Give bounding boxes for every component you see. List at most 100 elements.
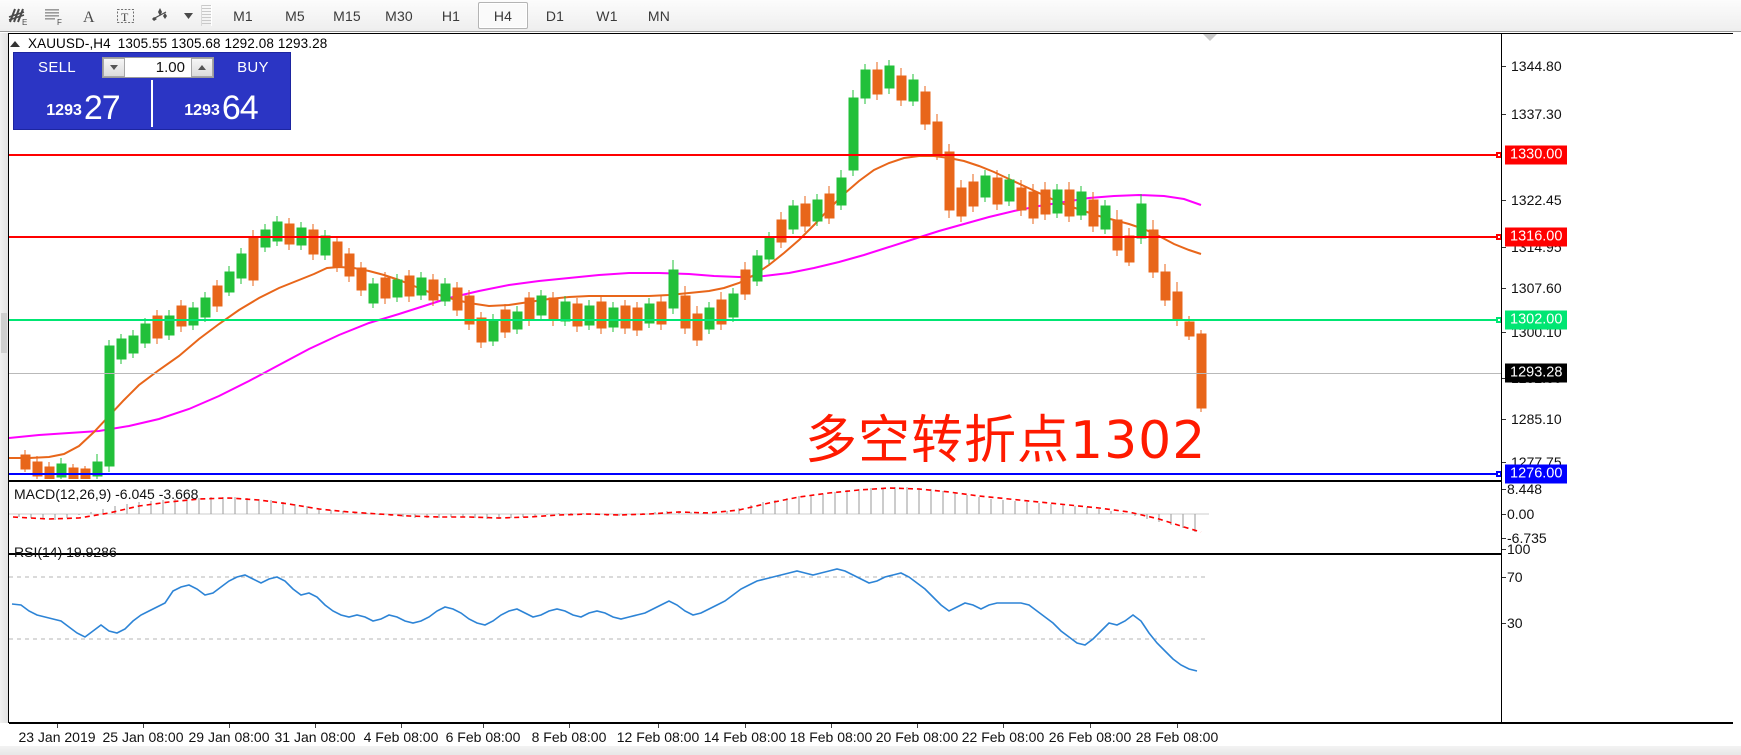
time-gridline (831, 724, 832, 728)
timeframe-m5[interactable]: M5 (285, 7, 305, 24)
time-gridline (229, 724, 230, 728)
chevron-down-icon[interactable] (180, 2, 196, 29)
price-tick: 1337.30 (1502, 106, 1562, 122)
pane-separator-macd-inner (9, 481, 1733, 483)
rsi-tick-100: 100 (1502, 541, 1530, 557)
price-level-badge-1302[interactable]: 1302.00 (1505, 310, 1568, 330)
time-label: 26 Feb 08:00 (1048, 729, 1132, 745)
time-gridline (57, 724, 58, 728)
time-label: 12 Feb 08:00 (616, 729, 700, 745)
time-label: 25 Jan 08:00 (102, 729, 184, 745)
svg-text:E: E (22, 18, 27, 26)
collapse-triangle-icon[interactable] (10, 40, 20, 47)
price-level-badge-1276[interactable]: 1276.00 (1505, 464, 1568, 484)
chart-shift-arrow-icon[interactable] (1203, 34, 1217, 41)
macd-tick-zero: 0.00 (1502, 506, 1534, 522)
chart-annotation-text[interactable]: 多空转折点1302 (805, 411, 1207, 471)
timeframe-d1[interactable]: D1 (545, 7, 565, 24)
pane-separator-rsi-inner (9, 554, 1733, 556)
price-tick: 1285.10 (1502, 411, 1562, 427)
buy-price[interactable]: 1293 64 (151, 80, 289, 127)
time-label: 28 Feb 08:00 (1135, 729, 1219, 745)
volume-decrement-button[interactable] (103, 57, 125, 77)
time-label: 22 Feb 08:00 (961, 729, 1045, 745)
text-box-icon[interactable]: T (109, 2, 143, 29)
time-label: 14 Feb 08:00 (703, 729, 787, 745)
pivot-line-1302[interactable] (9, 317, 1502, 323)
objects-icon[interactable] (145, 2, 179, 29)
rsi-pane[interactable] (9, 559, 1499, 714)
last-price-badge: 1293.28 (1505, 363, 1568, 383)
chart-toolbar: E F A T (0, 0, 1741, 32)
sell-price[interactable]: 1293 27 (15, 80, 151, 127)
timeframe-m15[interactable]: M15 (333, 7, 361, 24)
pane-separator-macd (9, 480, 1733, 482)
volume-increment-button[interactable] (191, 57, 213, 77)
svg-text:T: T (121, 10, 129, 24)
sell-button[interactable]: SELL (38, 58, 76, 76)
time-gridline (143, 724, 144, 728)
time-label: 23 Jan 2019 (18, 729, 96, 745)
time-label: 31 Jan 08:00 (274, 729, 356, 745)
price-tick: 1344.80 (1502, 58, 1562, 74)
time-gridline (569, 724, 570, 728)
text-label-icon[interactable]: A (73, 2, 107, 29)
macd-pane[interactable] (9, 484, 1499, 549)
trade-panel-price-row: 1293 27 1293 64 (15, 80, 289, 127)
price-tick: 1322.45 (1502, 192, 1562, 208)
macd-layer (9, 487, 1209, 533)
scrollbar-thumb[interactable] (1, 313, 7, 353)
timeframe-w1[interactable]: W1 (596, 7, 618, 24)
time-label: 29 Jan 08:00 (188, 729, 270, 745)
time-label: 20 Feb 08:00 (875, 729, 959, 745)
symbol-name: XAUUSD-,H4 (28, 36, 111, 51)
rsi-tick-30: 30 (1502, 615, 1523, 631)
one-click-trading-panel[interactable]: SELL 1.00 BUY 1293 27 1293 64 (14, 53, 290, 129)
timeframe-mn[interactable]: MN (647, 7, 671, 24)
resistance-line-1330[interactable] (9, 152, 1502, 158)
macd-tick-high: 8.448 (1502, 481, 1542, 497)
timeframe-h4[interactable]: H4 (478, 2, 528, 29)
sell-price-integer: 1293 (46, 102, 82, 119)
time-gridline (1177, 724, 1178, 728)
ohlc-values: 1305.55 1305.68 1292.08 1293.28 (117, 36, 328, 51)
resistance-line-1316[interactable] (9, 234, 1502, 240)
price-level-badge-1330[interactable]: 1330.00 (1505, 145, 1568, 165)
toolbar-separator (201, 5, 212, 26)
volume-input[interactable]: 1.00 (155, 58, 185, 76)
volume-input-group[interactable]: 1.00 (102, 56, 214, 78)
timeframe-m30[interactable]: M30 (385, 7, 413, 24)
timeframe-m1[interactable]: M1 (233, 7, 253, 24)
macd-indicator-label: MACD(12,26,9) -6.045 -3.668 (14, 486, 199, 502)
indicators-icon[interactable]: E (1, 2, 35, 29)
macd-tick-low: -6.735 (1502, 530, 1547, 546)
rsi-layer (9, 568, 1209, 672)
time-label: 18 Feb 08:00 (789, 729, 873, 745)
buy-button[interactable]: BUY (237, 58, 269, 76)
symbol-header: XAUUSD-,H4 1305.55 1305.68 1292.08 1293.… (10, 35, 327, 52)
time-gridline (483, 724, 484, 728)
rsi-tick-70: 70 (1502, 569, 1523, 585)
support-line-1276[interactable] (9, 471, 1502, 477)
svg-text:A: A (83, 9, 95, 26)
price-level-badge-1316[interactable]: 1316.00 (1505, 227, 1568, 247)
price-scale[interactable]: 1344.80 1337.30 1322.45 1314.95 1307.60 … (1501, 34, 1733, 722)
last-price-line (9, 373, 1501, 374)
time-gridline (1090, 724, 1091, 728)
rsi-line (11, 568, 1198, 672)
templates-icon[interactable]: F (37, 2, 71, 29)
price-tick: 1307.60 (1502, 280, 1562, 296)
trade-panel-top-row: SELL 1.00 BUY (15, 54, 289, 80)
buy-price-integer: 1293 (184, 102, 220, 119)
status-strip (0, 746, 1741, 755)
time-label: 4 Feb 08:00 (363, 729, 439, 745)
rsi-indicator-label: RSI(14) 19.9286 (14, 544, 117, 560)
time-gridline (1003, 724, 1004, 728)
timeframe-h1[interactable]: H1 (441, 7, 461, 24)
time-gridline (658, 724, 659, 728)
sell-price-decimal: 27 (83, 89, 121, 127)
time-gridline (315, 724, 316, 728)
ma-orange-line (9, 155, 1202, 459)
time-label: 6 Feb 08:00 (445, 729, 521, 745)
